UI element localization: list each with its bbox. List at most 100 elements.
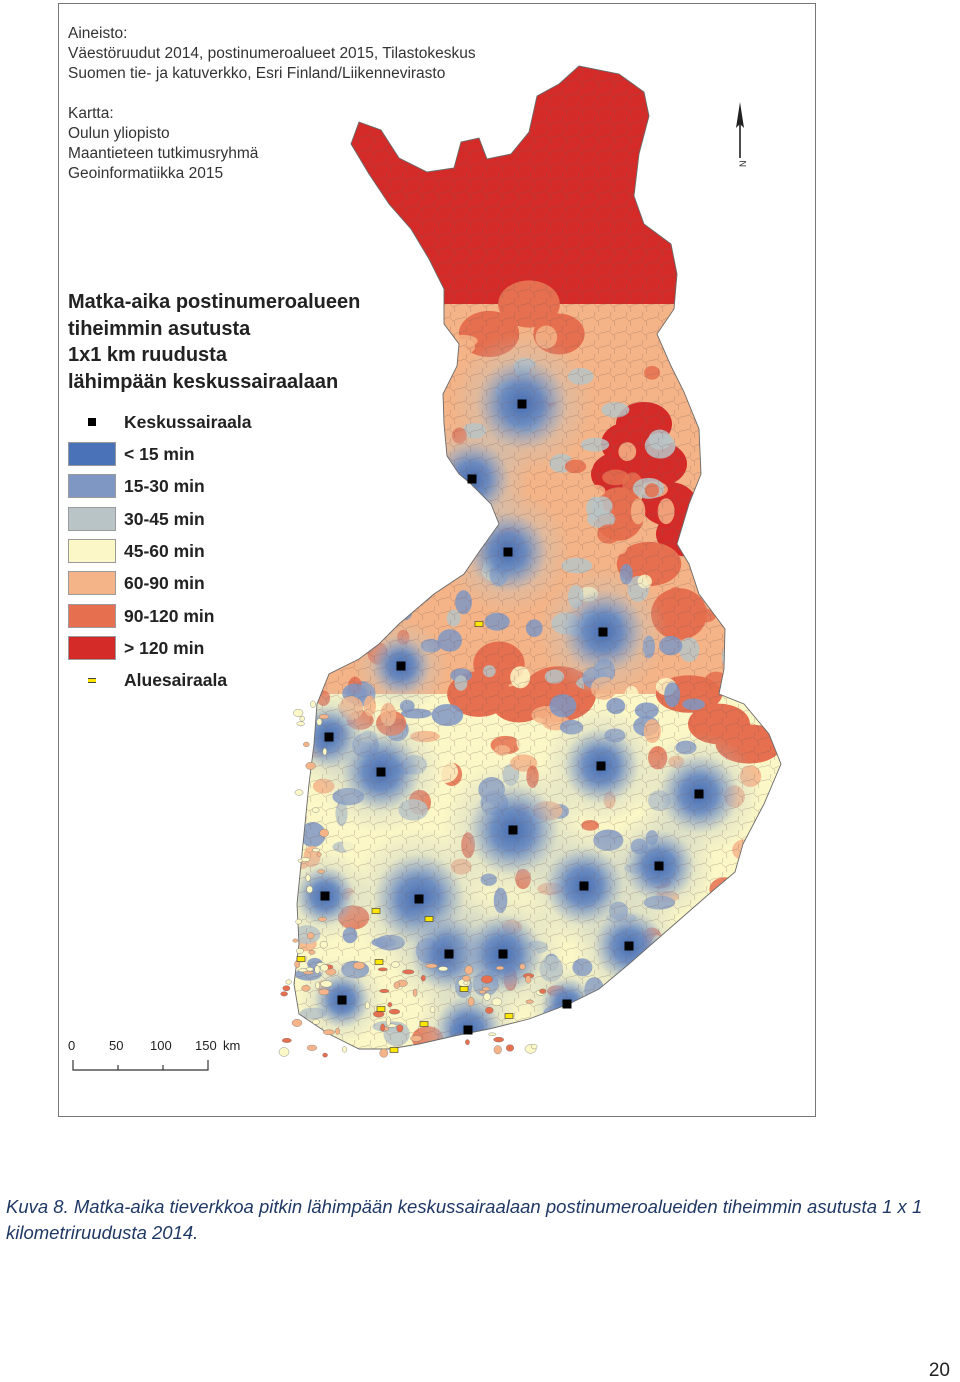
legend-title-line: lähimpään keskussairaalaan (68, 370, 339, 393)
source-line: Väestöruudut 2014, postinumeroalueet 201… (68, 45, 476, 62)
island (364, 1001, 370, 1010)
regional-hospital-marker (504, 1013, 514, 1019)
figure-caption: Kuva 8. Matka-aika tieverkkoa pitkin läh… (6, 1196, 923, 1243)
legend-swatch (68, 604, 116, 628)
travel-zone-patch (294, 775, 309, 786)
legend-class-label: 60-90 min (124, 572, 205, 593)
legend-hospital-label: Keskussairaala (124, 411, 252, 432)
finland-map (278, 65, 782, 1058)
island (505, 1044, 514, 1052)
island (412, 988, 418, 997)
legend-regional: Aluesairaala (68, 667, 227, 693)
hospital-symbol-icon (68, 410, 116, 434)
legend-class: 90-120 min (68, 603, 214, 629)
hospital-marker (694, 789, 704, 799)
legend-title-line: Matka-aika postinumeroalueen (68, 291, 361, 313)
regional-hospital-marker (474, 621, 484, 627)
travel-zone-patch (748, 561, 779, 582)
regional-hospital-marker (389, 1047, 399, 1053)
travel-zone-patch (708, 942, 726, 961)
island (390, 961, 400, 968)
regional-hospital-marker (374, 959, 384, 965)
island (320, 964, 329, 972)
island (319, 940, 328, 949)
island (341, 1046, 348, 1053)
island (306, 932, 315, 939)
legend-class-label: 30-45 min (124, 508, 205, 529)
hospital-marker (376, 767, 386, 777)
island (379, 1048, 389, 1058)
island (480, 975, 493, 984)
hospital-marker (508, 825, 518, 835)
scale-bar: 0 50 100 150 km (65, 1038, 265, 1078)
island (525, 975, 532, 984)
travel-zone-patch (748, 695, 764, 708)
legend-swatch (68, 507, 116, 531)
legend-swatch (68, 442, 116, 466)
island (306, 885, 313, 894)
travel-zone-patch (296, 676, 315, 688)
island (318, 988, 330, 996)
travel-zone-patch (422, 564, 438, 583)
island (316, 718, 323, 726)
island (317, 869, 326, 874)
hospital-marker (598, 627, 608, 637)
legend-regional-label: Aluesairaala (124, 669, 228, 690)
travel-zone-patch (359, 620, 385, 642)
island (385, 1016, 391, 1026)
legend-swatch (68, 636, 116, 660)
island (323, 1029, 335, 1036)
island (539, 988, 547, 994)
travel-zone-patch (741, 846, 761, 866)
scale-tick-label: 100 (150, 1038, 172, 1053)
island (303, 741, 310, 747)
legend-class-label: > 120 min (124, 637, 205, 658)
source-heading: Aineisto: (68, 25, 128, 42)
island (282, 985, 291, 992)
island (335, 1027, 340, 1035)
island (377, 967, 388, 972)
hospital-marker (467, 474, 477, 484)
island (495, 965, 505, 971)
hospital-marker (396, 661, 406, 671)
island (519, 963, 526, 970)
travel-zone-patch (294, 634, 316, 656)
island (278, 1047, 290, 1057)
legend-title: Matka-aika postinumeroalueen tiheimmin a… (68, 289, 360, 395)
legend-class-label: 90-120 min (124, 605, 215, 626)
legend-swatch (68, 474, 116, 498)
travel-zone-patch (630, 965, 653, 980)
hospital-marker (562, 999, 572, 1009)
island (296, 721, 305, 727)
island (493, 1045, 502, 1055)
credits-line: Oulun yliopisto (68, 125, 170, 142)
travel-zone-patch (736, 919, 755, 935)
island (294, 789, 304, 796)
regional-hospital-marker (376, 1006, 386, 1012)
travel-zone-patch (448, 482, 475, 504)
island (420, 974, 426, 982)
travel-zone-patch (440, 506, 458, 529)
island (308, 949, 316, 955)
travel-zone-patch (729, 644, 743, 661)
travel-zone-patch (736, 644, 760, 666)
source-line: Suomen tie- ja katuverkko, Esri Finland/… (68, 65, 446, 82)
island (312, 1019, 320, 1025)
island (478, 990, 486, 994)
travel-zone-patch (665, 987, 679, 1001)
island (318, 714, 329, 720)
travel-zone-patch (665, 1002, 684, 1019)
page-number: 20 (928, 1360, 950, 1381)
hospital-marker (337, 995, 347, 1005)
island (310, 700, 316, 708)
travel-zone-patch (294, 597, 318, 623)
island (285, 979, 292, 985)
map-frame: Aineisto: Väestöruudut 2014, postinumero… (58, 3, 816, 1117)
legend-class-label: 15-30 min (124, 475, 205, 496)
hospital-marker (596, 761, 606, 771)
island (467, 996, 475, 1007)
island (531, 1043, 538, 1050)
travel-zone-patch (340, 581, 358, 607)
regional-hospital-marker (459, 986, 469, 992)
island (311, 807, 320, 813)
